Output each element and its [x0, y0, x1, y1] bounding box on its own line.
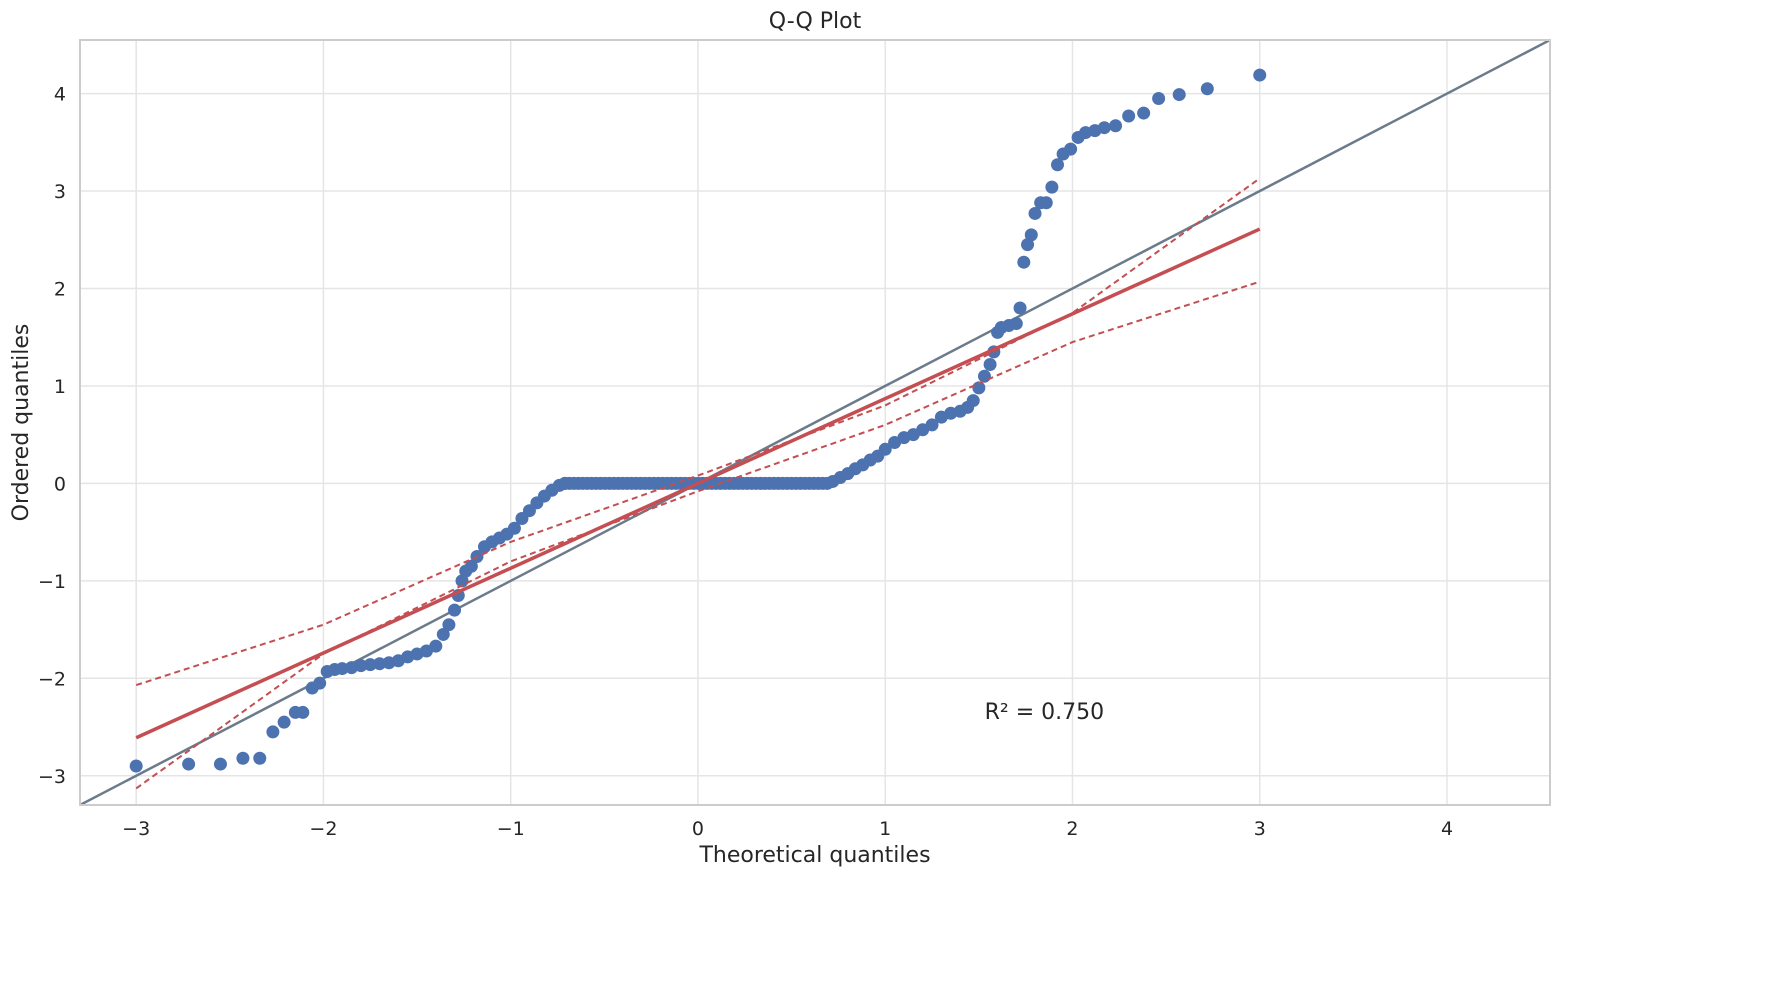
data-point: [1028, 206, 1042, 220]
y-tick-label: 1: [54, 376, 66, 398]
data-point: [966, 394, 980, 408]
grid: [80, 40, 1550, 805]
data-point: [1021, 238, 1035, 252]
data-point: [313, 676, 327, 690]
data-point: [1013, 301, 1027, 315]
data-point: [1137, 106, 1151, 120]
data-point: [1109, 119, 1123, 133]
plot-area: [80, 40, 1550, 805]
data-point: [1017, 255, 1031, 269]
data-point: [436, 627, 450, 641]
x-tick-label: 1: [879, 818, 891, 840]
data-point: [354, 659, 368, 673]
data-point: [925, 418, 939, 432]
x-tick-label: −3: [122, 818, 150, 840]
data-point: [464, 559, 478, 573]
data-point: [296, 705, 310, 719]
data-point: [972, 381, 986, 395]
fit-line: [135, 227, 1261, 740]
confidence-band-upper: [135, 177, 1261, 687]
data-point: [983, 358, 997, 372]
data-point: [1253, 68, 1267, 82]
data-point: [1122, 109, 1136, 123]
data-point: [266, 725, 280, 739]
x-axis-label: Theoretical quantiles: [698, 843, 930, 868]
data-point: [448, 603, 462, 617]
data-point: [429, 639, 443, 653]
data-point: [363, 658, 377, 672]
data-point: [373, 657, 387, 671]
data-point: [1152, 91, 1166, 105]
x-tick-label: 4: [1441, 818, 1453, 840]
data-point: [277, 715, 291, 729]
data-point: [129, 759, 143, 773]
x-tick-label: −1: [497, 818, 525, 840]
data-point: [1064, 142, 1078, 156]
x-tick-label: 3: [1254, 818, 1266, 840]
data-point: [213, 757, 227, 771]
data-point: [878, 442, 892, 456]
x-tick-label: −2: [309, 818, 337, 840]
data-point: [1172, 88, 1186, 102]
y-tick-label: −3: [38, 766, 66, 788]
data-point: [1045, 180, 1059, 194]
plot-content: [80, 40, 1550, 805]
data-point: [1039, 196, 1053, 210]
axis-ticks: −3 −2 −1 0 1 2 3 4 −3 −2 −1 0 1 2 3 4: [38, 84, 1453, 840]
x-tick-label: 2: [1066, 818, 1078, 840]
data-point: [507, 521, 521, 535]
y-axis-label: Ordered quantiles: [9, 324, 34, 522]
data-point: [1200, 82, 1214, 96]
y-tick-label: 4: [54, 84, 66, 106]
r-squared-annotation: R² = 0.750: [985, 700, 1105, 725]
y-tick-label: 0: [54, 473, 66, 495]
y-tick-label: 2: [54, 279, 66, 301]
data-point: [1051, 158, 1065, 172]
data-point: [455, 574, 469, 588]
y-tick-label: −1: [38, 571, 66, 593]
y-tick-label: 3: [54, 181, 66, 203]
data-point: [1024, 228, 1038, 242]
data-point: [1097, 121, 1111, 135]
x-tick-label: 0: [692, 818, 704, 840]
data-point: [182, 757, 196, 771]
axes-frame: [79, 39, 1551, 806]
y-tick-label: −2: [38, 668, 66, 690]
chart-title: Q-Q Plot: [769, 9, 862, 34]
data-point: [253, 751, 267, 765]
data-point: [977, 369, 991, 383]
data-point: [1009, 317, 1023, 331]
data-point: [442, 618, 456, 632]
data-point: [236, 751, 250, 765]
data-point: [335, 662, 349, 676]
